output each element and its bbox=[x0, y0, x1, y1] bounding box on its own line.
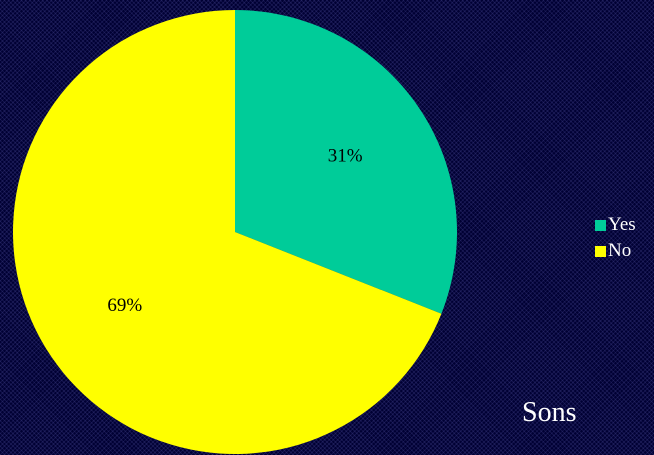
slice-label-yes: 31% bbox=[328, 145, 363, 166]
pie-slices bbox=[13, 10, 457, 454]
legend: Yes No bbox=[595, 212, 654, 264]
legend-item-no: No bbox=[595, 238, 654, 264]
legend-label-no: No bbox=[608, 240, 631, 262]
slice-label-no: 69% bbox=[107, 295, 142, 316]
legend-item-yes: Yes bbox=[595, 212, 654, 238]
chart-caption: Sons bbox=[522, 397, 576, 429]
legend-label-yes: Yes bbox=[608, 214, 636, 236]
legend-swatch-no bbox=[595, 246, 606, 257]
legend-swatch-yes bbox=[595, 220, 606, 231]
